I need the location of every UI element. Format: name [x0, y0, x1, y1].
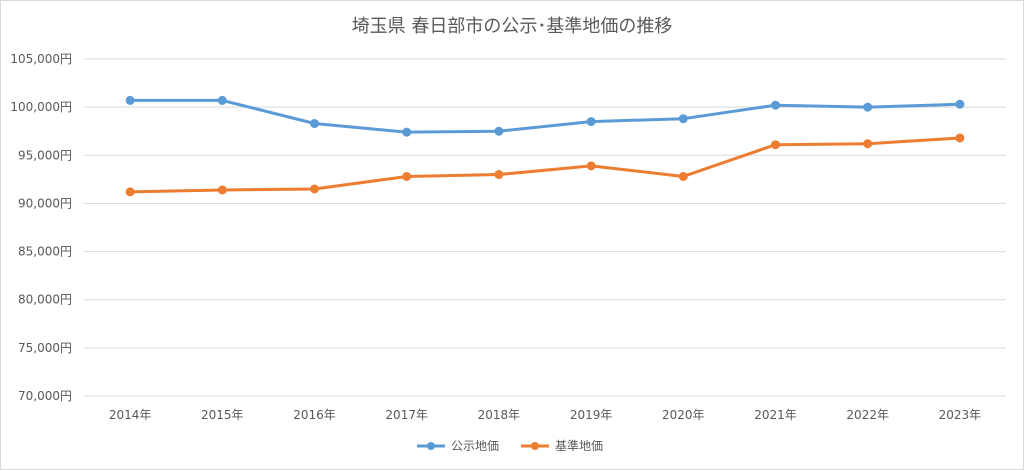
- y-axis-labels: 70,000円 75,000円 80,000円 85,000円 90,000円 95,00…: [10, 52, 72, 403]
- series-points: [125, 95, 965, 197]
- legend-marker: [531, 442, 539, 450]
- x-tick-label: 2020年: [662, 408, 705, 422]
- x-axis-labels: 2014年 2015年 2016年 2017年 2018年 2019年 2020年 2021年…: [109, 408, 981, 422]
- x-tick-label: 2022年: [846, 408, 889, 422]
- data-point: [586, 161, 596, 171]
- data-point: [217, 95, 227, 105]
- y-tick-label: 85,000円: [18, 245, 72, 259]
- x-tick-label: 2021年: [754, 408, 797, 422]
- series-line-1: [128, 98, 962, 134]
- y-tick-label: 75,000円: [18, 341, 72, 355]
- x-tick-label: 2023年: [939, 408, 982, 422]
- series-lines: [128, 98, 962, 194]
- data-point: [863, 139, 873, 149]
- legend-marker: [427, 442, 435, 450]
- y-tick-label: 95,000円: [18, 148, 72, 162]
- data-point: [125, 187, 135, 197]
- data-point: [678, 114, 688, 124]
- data-point: [586, 117, 596, 127]
- y-tick-label: 105,000円: [10, 52, 72, 66]
- data-point: [771, 140, 780, 150]
- y-tick-label: 90,000円: [18, 196, 72, 210]
- x-tick-label: 2017年: [385, 408, 428, 422]
- y-tick-label: 80,000円: [18, 293, 72, 307]
- data-point: [217, 185, 227, 195]
- data-point: [310, 119, 319, 129]
- data-point: [955, 133, 965, 143]
- data-point: [494, 170, 504, 180]
- data-point: [402, 171, 412, 181]
- x-tick-label: 2014年: [109, 408, 152, 422]
- data-point: [125, 95, 135, 105]
- y-tick-label: 70,000円: [18, 389, 72, 403]
- x-tick-label: 2015年: [201, 408, 244, 422]
- legend-label: 公示地価: [451, 439, 499, 453]
- data-point: [771, 100, 780, 110]
- legend-label: 基準地価: [555, 438, 603, 453]
- legend: 公示地価 基準地価: [417, 438, 603, 453]
- x-tick-label: 2016年: [293, 408, 336, 422]
- data-point: [863, 102, 873, 112]
- data-point: [310, 184, 319, 194]
- series-line-2: [128, 136, 962, 194]
- chart-title: 埼玉県 春日部市の公示･基準地価の推移: [351, 16, 673, 37]
- data-point: [678, 171, 688, 181]
- x-tick-label: 2019年: [570, 408, 613, 422]
- data-point: [402, 127, 412, 137]
- x-tick-label: 2018年: [478, 408, 521, 422]
- data-point: [955, 99, 965, 109]
- data-point: [494, 126, 504, 136]
- y-tick-label: 100,000円: [10, 100, 72, 114]
